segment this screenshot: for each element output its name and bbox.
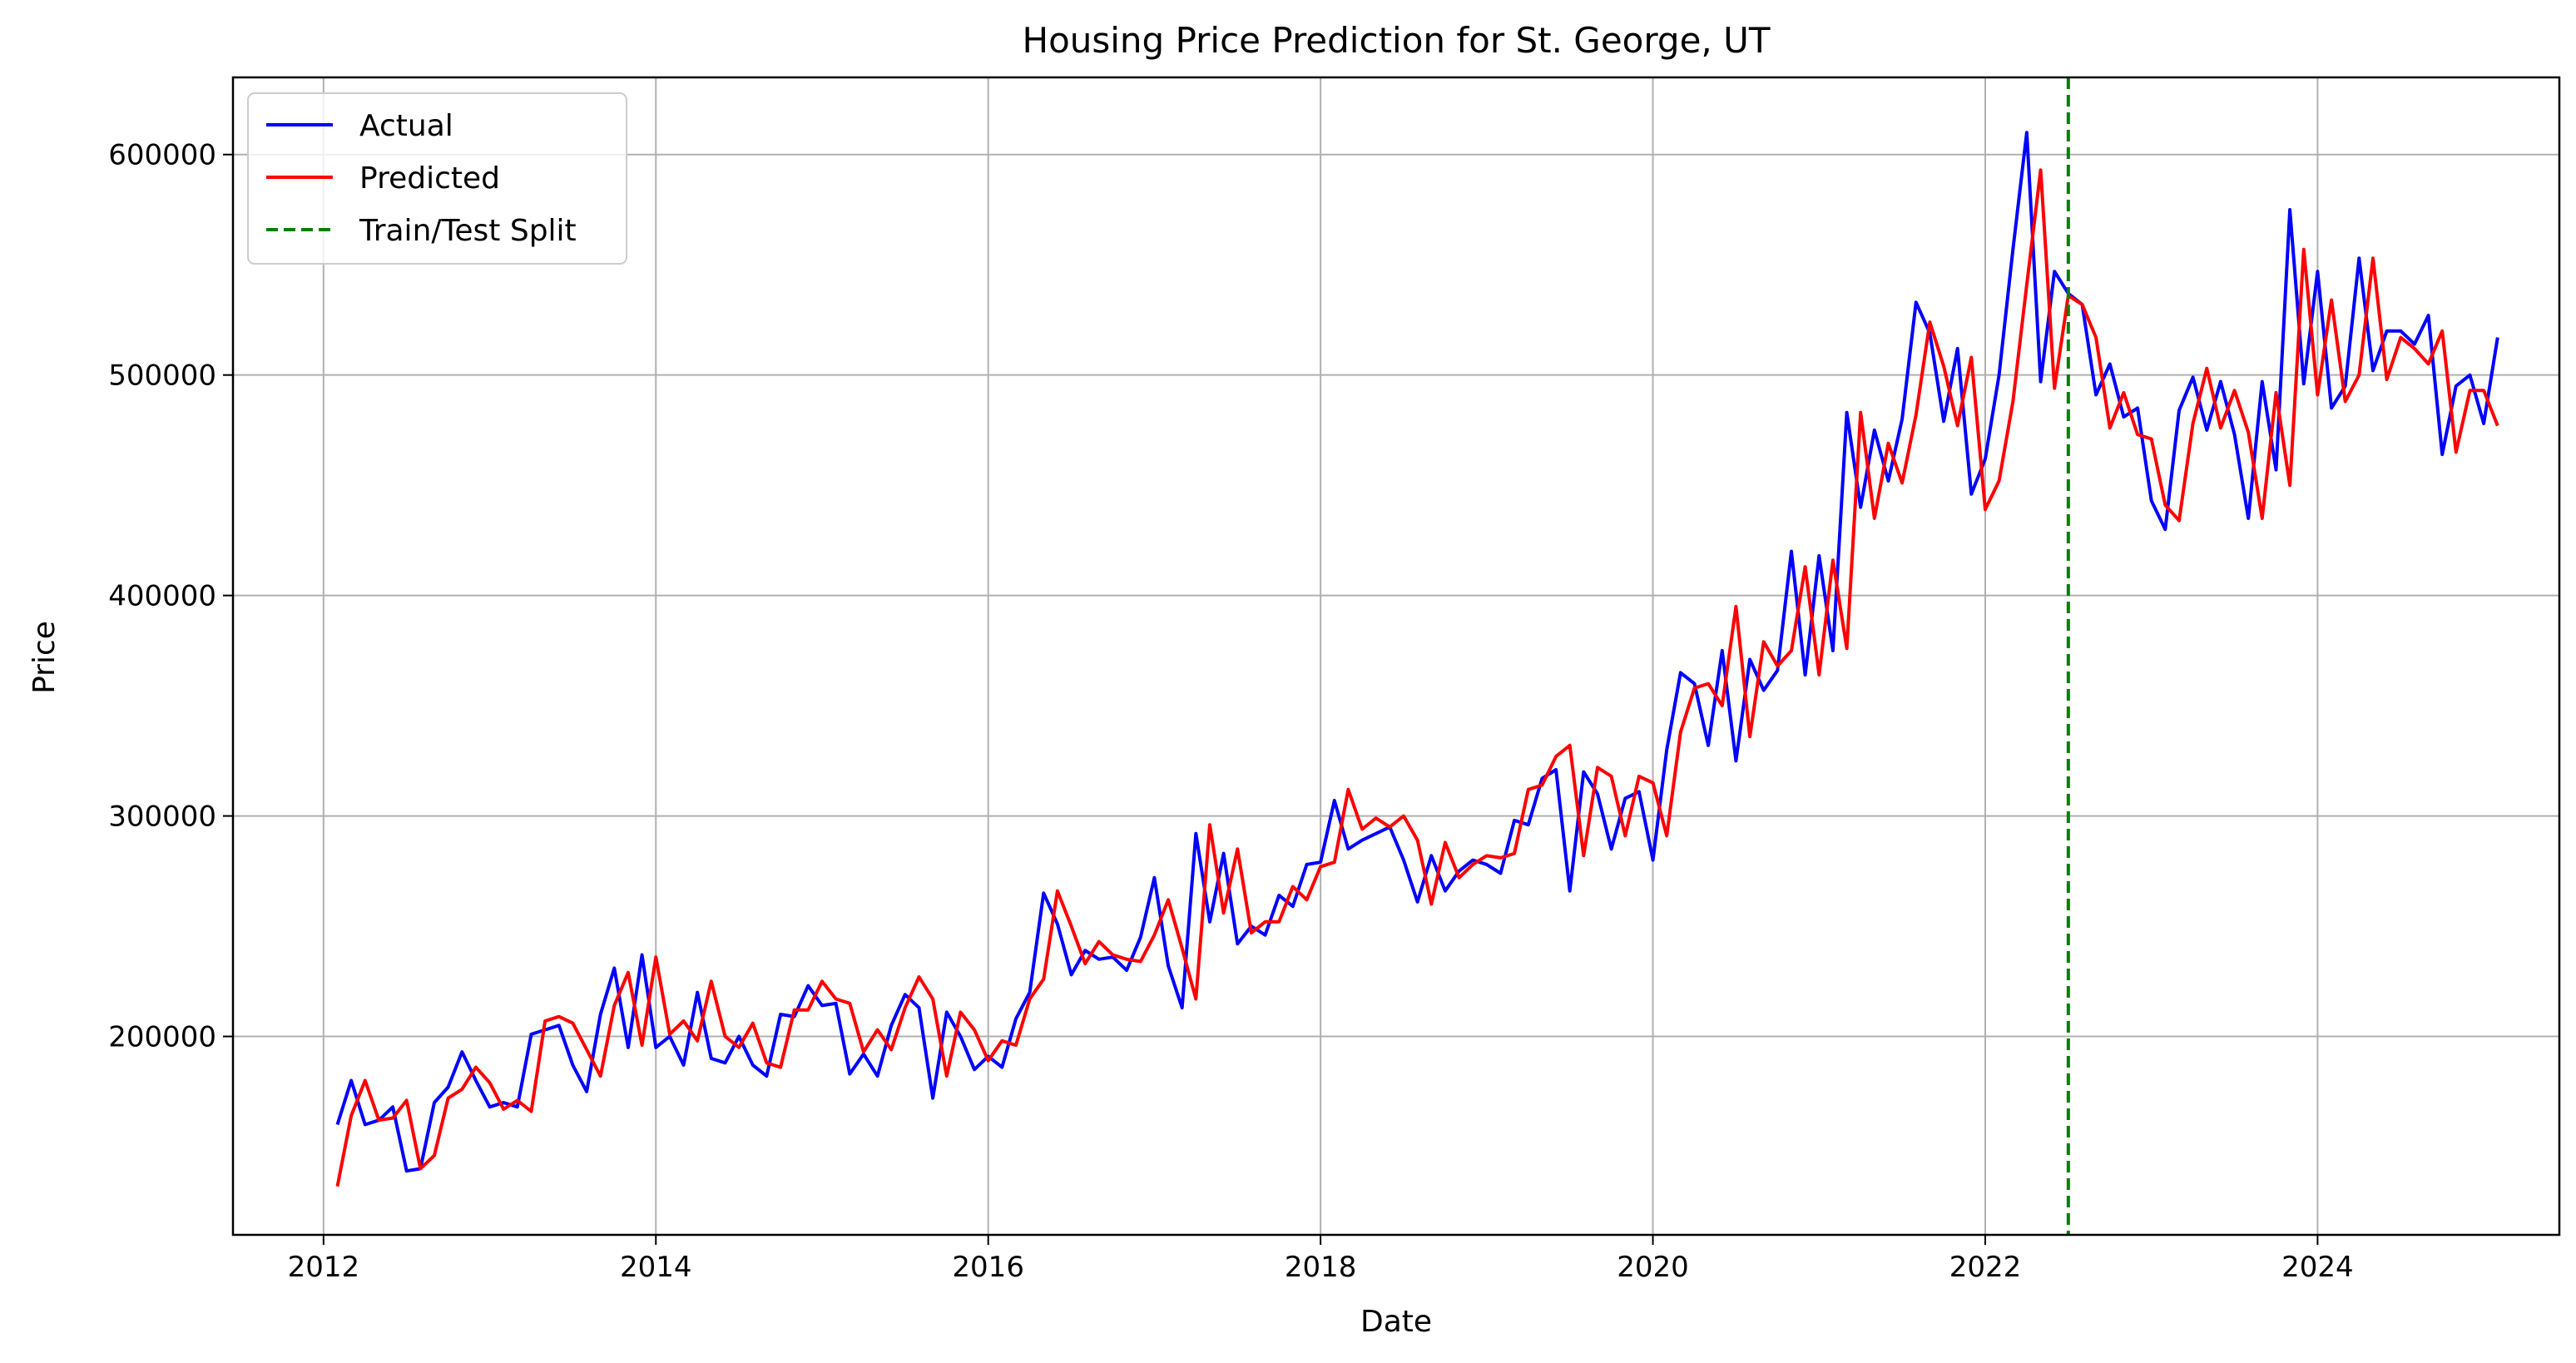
x-axis-label: Date (1360, 1305, 1432, 1339)
y-tick-label: 300000 (108, 800, 216, 834)
x-tick-label: 2024 (2281, 1251, 2354, 1284)
x-axis: 2012 2014 2016 2018 2020 2022 2024 (288, 1235, 2354, 1284)
x-tick-label: 2016 (952, 1251, 1024, 1284)
axes-frame (231, 76, 2561, 1237)
legend: Actual Predicted Train/Test Split (247, 92, 627, 265)
x-tick-label: 2012 (288, 1251, 360, 1284)
plot-area (335, 77, 2499, 1235)
y-axis: 200000 300000 400000 500000 600000 (108, 139, 233, 1054)
y-tick-label: 600000 (108, 139, 216, 172)
y-tick-label: 500000 (108, 359, 216, 393)
legend-label-actual: Actual (359, 109, 453, 143)
legend-label-split: Train/Test Split (359, 214, 577, 248)
legend-box (247, 92, 627, 265)
series-line-predicted (335, 168, 2499, 1187)
y-tick-label: 400000 (108, 580, 216, 613)
x-tick-label: 2014 (620, 1251, 692, 1284)
y-tick-label: 200000 (108, 1021, 216, 1054)
y-axis-label: Price (27, 621, 62, 694)
grid (233, 77, 2559, 1235)
chart-title: Housing Price Prediction for St. George,… (1022, 20, 1770, 61)
series-line-actual (335, 131, 2499, 1173)
x-tick-label: 2018 (1285, 1251, 1357, 1284)
legend-label-predicted: Predicted (359, 161, 500, 196)
x-tick-label: 2020 (1617, 1251, 1689, 1284)
x-tick-label: 2022 (1949, 1251, 2022, 1284)
